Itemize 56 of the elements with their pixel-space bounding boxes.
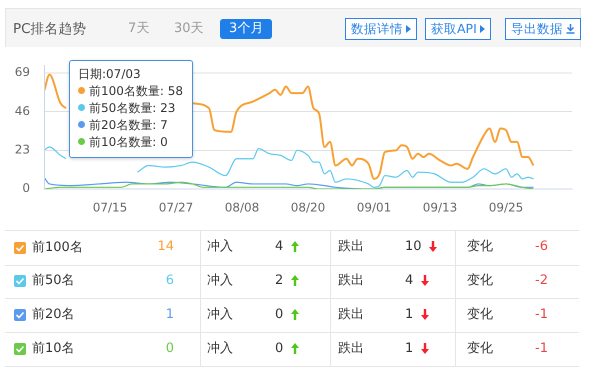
text: 获取API [431, 20, 477, 38]
text: 冲入 [207, 340, 233, 358]
x-tick-label: 07/27 [158, 200, 194, 214]
text: -6 [535, 238, 548, 256]
text: 6 [166, 272, 174, 290]
text: 跌出 [338, 340, 364, 358]
text: 跌出 [338, 306, 364, 324]
x-tick-label: 08/20 [290, 200, 326, 214]
text: 2 [275, 272, 284, 290]
annotation: 前100名数量: 58 [89, 84, 184, 98]
text: 导出数据 [511, 20, 563, 38]
text: 跌出 [338, 238, 364, 256]
annotation: 前10名数量: 0 [89, 135, 168, 149]
x-tick-label: 08/08 [224, 200, 260, 214]
text: 14 [157, 238, 174, 256]
text: -1 [535, 340, 548, 358]
y-tick-label: 46 [14, 104, 30, 118]
legend-label: 前20名 [32, 306, 75, 324]
x-tick-label: 09/13 [422, 200, 458, 214]
text: 0 [166, 340, 174, 358]
y-tick-label: 69 [14, 65, 30, 80]
chart-title: PC排名趋势 [13, 20, 87, 39]
text: -1 [535, 306, 548, 324]
text: 0 [275, 340, 284, 358]
annotation: 日期:07/03 [78, 66, 141, 83]
y-tick-label: 23 [14, 142, 30, 156]
x-tick-label: 09/01 [356, 200, 392, 214]
text: 7天 [128, 20, 150, 38]
x-tick-label: 09/25 [488, 200, 524, 214]
annotation: 前50名数量: 23 [89, 101, 176, 115]
text: 变化 [467, 306, 493, 324]
text: 变化 [467, 272, 493, 290]
text: 数据详情 [351, 20, 403, 38]
text: 1 [166, 306, 174, 324]
text: 4 [405, 272, 414, 290]
x-tick-label: 07/15 [92, 200, 128, 214]
text: 冲入 [207, 272, 233, 290]
text: 1 [405, 306, 414, 324]
text: 冲入 [207, 238, 233, 256]
text: 3个月 [220, 19, 272, 39]
legend-label: 前100名 [32, 239, 83, 257]
legend-label: 前10名 [32, 340, 75, 358]
text: 30天 [174, 20, 204, 38]
text: 0 [275, 306, 284, 324]
text: -2 [535, 272, 548, 290]
text: 1 [405, 340, 414, 358]
y-tick-label: 0 [22, 181, 30, 196]
text: 跌出 [338, 272, 364, 290]
line-series [44, 182, 534, 189]
text: 4 [275, 238, 284, 256]
text: 变化 [467, 340, 493, 358]
text: 变化 [467, 238, 493, 256]
text: 10 [405, 238, 422, 256]
legend-label: 前50名 [32, 272, 75, 290]
text: 冲入 [207, 306, 233, 324]
annotation: 前20名数量: 7 [89, 118, 168, 132]
